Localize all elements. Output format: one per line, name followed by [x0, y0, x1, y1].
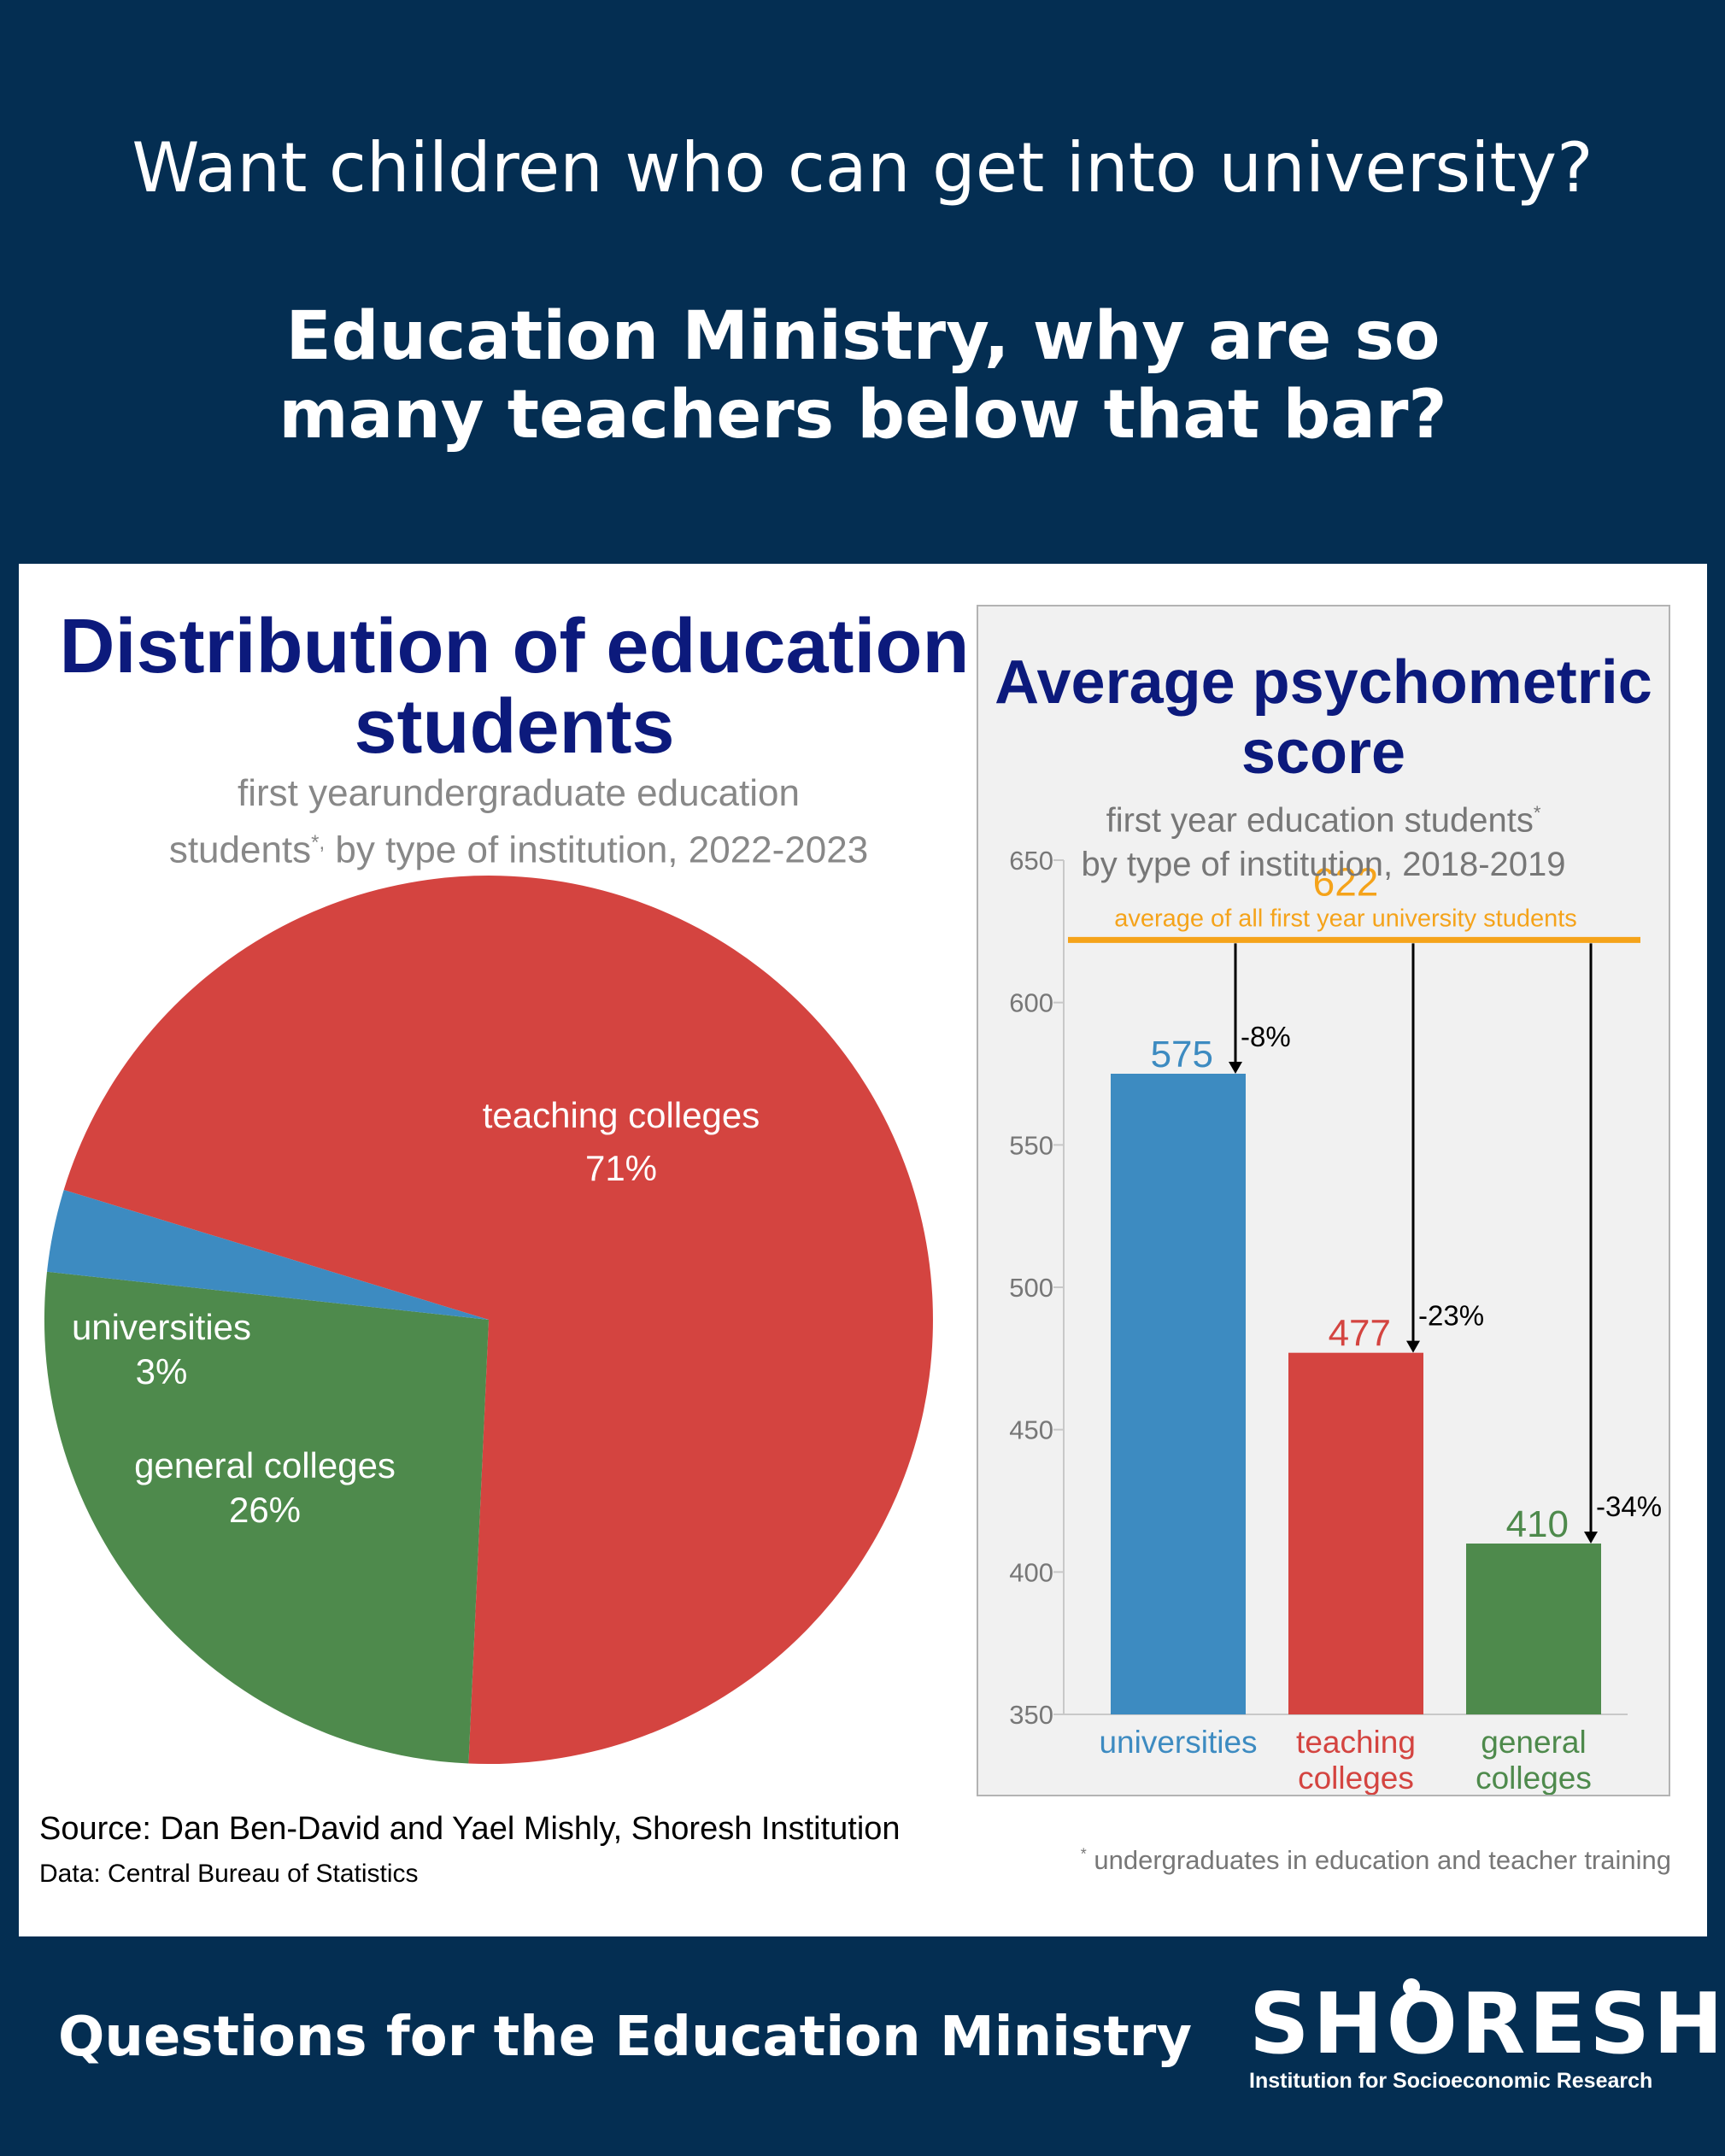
bar-chart-subtitle: first year education students* by type of… [978, 791, 1669, 887]
logo-dot-icon [1403, 1978, 1420, 1995]
pie-subtitle-part3: by type of institution, 2022-2023 [325, 829, 869, 871]
bar-value-universities: 575 [1151, 1034, 1213, 1075]
bar-general-colleges [1466, 1544, 1601, 1714]
pie-label-universities: universities [72, 1307, 251, 1347]
bar-universities [1111, 1074, 1246, 1714]
pie-slice-teaching-colleges [63, 876, 933, 1765]
reference-value: 622 [1313, 859, 1379, 904]
pie-value-teaching-colleges: 71% [585, 1148, 657, 1188]
pie-subtitle-part2: students [168, 829, 312, 871]
difference-label: -8% [1241, 1021, 1291, 1052]
reference-label: average of all first year university stu… [1114, 905, 1577, 932]
data-note: Data: Central Bureau of Statistics [39, 1860, 419, 1888]
pie-value-universities: 3% [136, 1351, 188, 1391]
pie-value-general-colleges: 26% [229, 1490, 301, 1530]
y-tick-label: 550 [1009, 1130, 1053, 1160]
arrow-head-icon [1406, 1340, 1420, 1353]
footer-title: Questions for the Education Ministry [58, 2006, 1193, 2069]
y-tick-label: 650 [1009, 846, 1053, 876]
pie-label-teaching-colleges: teaching colleges [483, 1095, 760, 1135]
source-note: Source: Dan Ben-David and Yael Mishly, S… [39, 1811, 901, 1847]
headline-question: Want children who can get into universit… [132, 128, 1593, 208]
pie-chart: teaching colleges 71% general colleges 26% u… [44, 876, 933, 1765]
bar-chart: 350 400 450 500 550 600 650 575 universities 477 t… [1009, 846, 1662, 1795]
charts-panel: teaching colleges 71% general colleges 26% u… [19, 564, 1707, 1936]
footnote-text: undergraduates in education and teacher … [1086, 1845, 1671, 1875]
x-category-label-teaching-colleges: colleges [1298, 1761, 1414, 1795]
pie-slice-universities [47, 1190, 489, 1320]
headline-challenge: Education Ministry, why are so many teac… [279, 298, 1447, 454]
difference-label: -23% [1418, 1300, 1484, 1332]
bar-value-general-colleges: 410 [1506, 1503, 1569, 1545]
shoresh-logo: SHORESH Institution for Socioeconomic Re… [1249, 1976, 1725, 2094]
arrow-head-icon [1229, 1062, 1242, 1074]
bar-chart-box: 350 400 450 500 550 600 650 575 universities 477 t… [977, 605, 1670, 1796]
pie-chart-subtitle: first yearundergraduate education student… [87, 769, 950, 876]
y-tick-label: 350 [1009, 1700, 1053, 1730]
pie-subtitle-part1: first yearundergraduate education [238, 772, 800, 814]
pie-slice-general-colleges [44, 1271, 490, 1764]
x-category-label-universities: universities [1099, 1725, 1257, 1760]
pie-label-general-colleges: general colleges [134, 1445, 396, 1485]
bar-value-teaching-colleges: 477 [1329, 1313, 1391, 1355]
y-tick-label: 500 [1009, 1273, 1053, 1303]
arrow-head-icon [1584, 1532, 1598, 1544]
difference-label: -34% [1596, 1491, 1662, 1522]
bar-subtitle-line2: by type of institution, 2018-2019 [1081, 846, 1566, 884]
footnote: * undergraduates in education and teache… [1081, 1845, 1671, 1876]
y-tick-label: 600 [1009, 988, 1053, 1018]
bar-subtitle-marker: * [1533, 802, 1541, 823]
logo-wordmark: SHORESH [1249, 1976, 1725, 2073]
y-tick-label: 400 [1009, 1557, 1053, 1587]
y-tick-label: 450 [1009, 1415, 1053, 1445]
bar-chart-title: Average psychometric score [995, 648, 1652, 787]
bar-teaching-colleges [1288, 1352, 1423, 1714]
x-category-label-general-colleges: colleges [1476, 1761, 1592, 1795]
x-category-label-general-colleges: general [1481, 1725, 1586, 1760]
pie-subtitle-marker: *, [311, 831, 326, 854]
footnote-marker: * [1080, 1845, 1087, 1863]
pie-chart-title: Distribution of education students [59, 604, 970, 770]
bar-subtitle-line1: first year education students [1106, 801, 1534, 840]
logo-tagline: Institution for Socioeconomic Research [1249, 2069, 1653, 2093]
x-category-label-teaching-colleges: teaching [1296, 1725, 1416, 1760]
